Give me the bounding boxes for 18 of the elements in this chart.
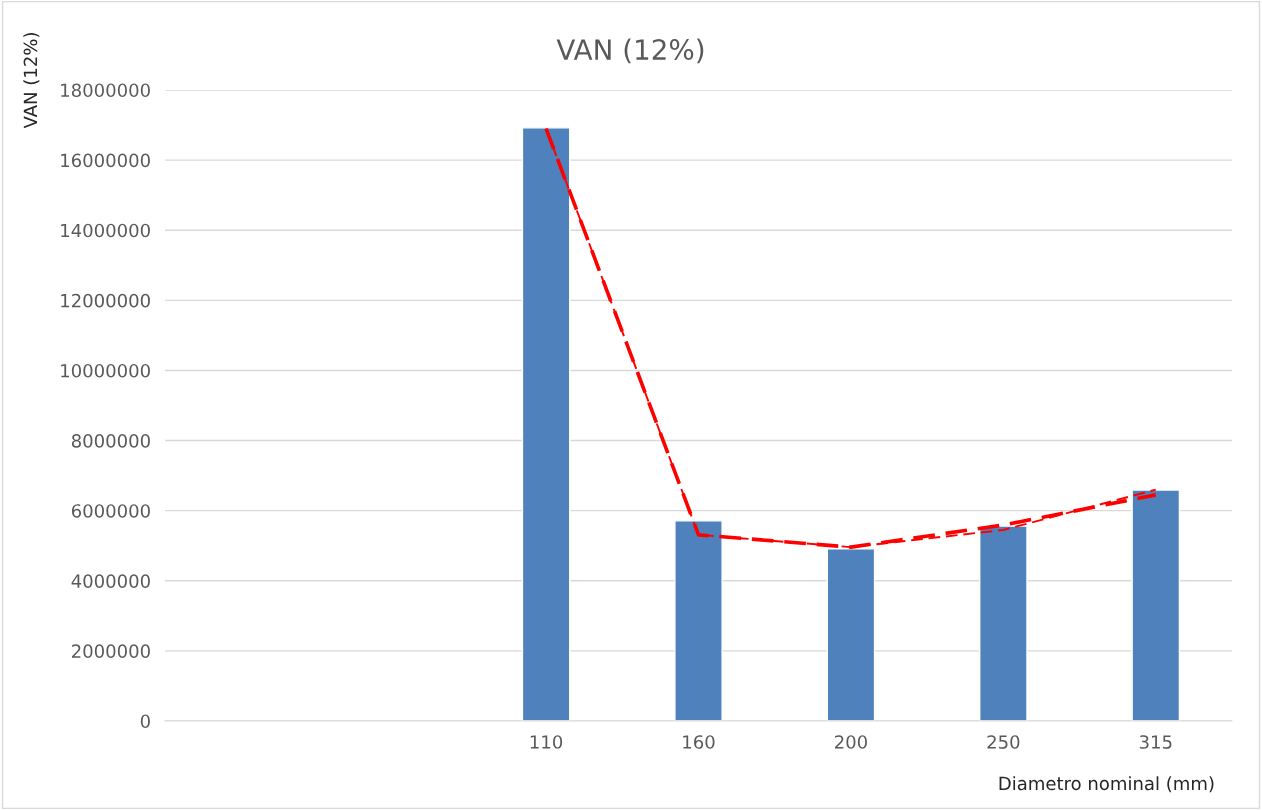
chart-title: VAN (12%) bbox=[556, 38, 704, 64]
x-tick-label: 160 bbox=[683, 735, 715, 749]
y-tick-label: 8000000 bbox=[71, 434, 150, 448]
y-tick-label: 16000000 bbox=[61, 153, 150, 168]
y-tick-label: 18000000 bbox=[61, 83, 150, 98]
y-axis-title: VAN (12%) bbox=[23, 33, 40, 129]
y-tick-label: 6000000 bbox=[71, 504, 150, 518]
y-tick-label: 12000000 bbox=[61, 293, 150, 308]
y-tick-label: 0 bbox=[140, 714, 150, 729]
y-tick-label: 10000000 bbox=[61, 363, 150, 378]
x-tick-label: 250 bbox=[987, 735, 1020, 749]
x-tick-label: 110 bbox=[530, 735, 563, 749]
y-tick-label: 2000000 bbox=[72, 644, 150, 659]
y-tick-label: 4000000 bbox=[71, 574, 150, 588]
x-tick-label: 315 bbox=[1139, 735, 1172, 749]
x-axis-title: Diametro nominal (mm) bbox=[999, 776, 1214, 793]
x-tick-label: 200 bbox=[835, 735, 867, 749]
y-tick-label: 14000000 bbox=[61, 223, 150, 238]
